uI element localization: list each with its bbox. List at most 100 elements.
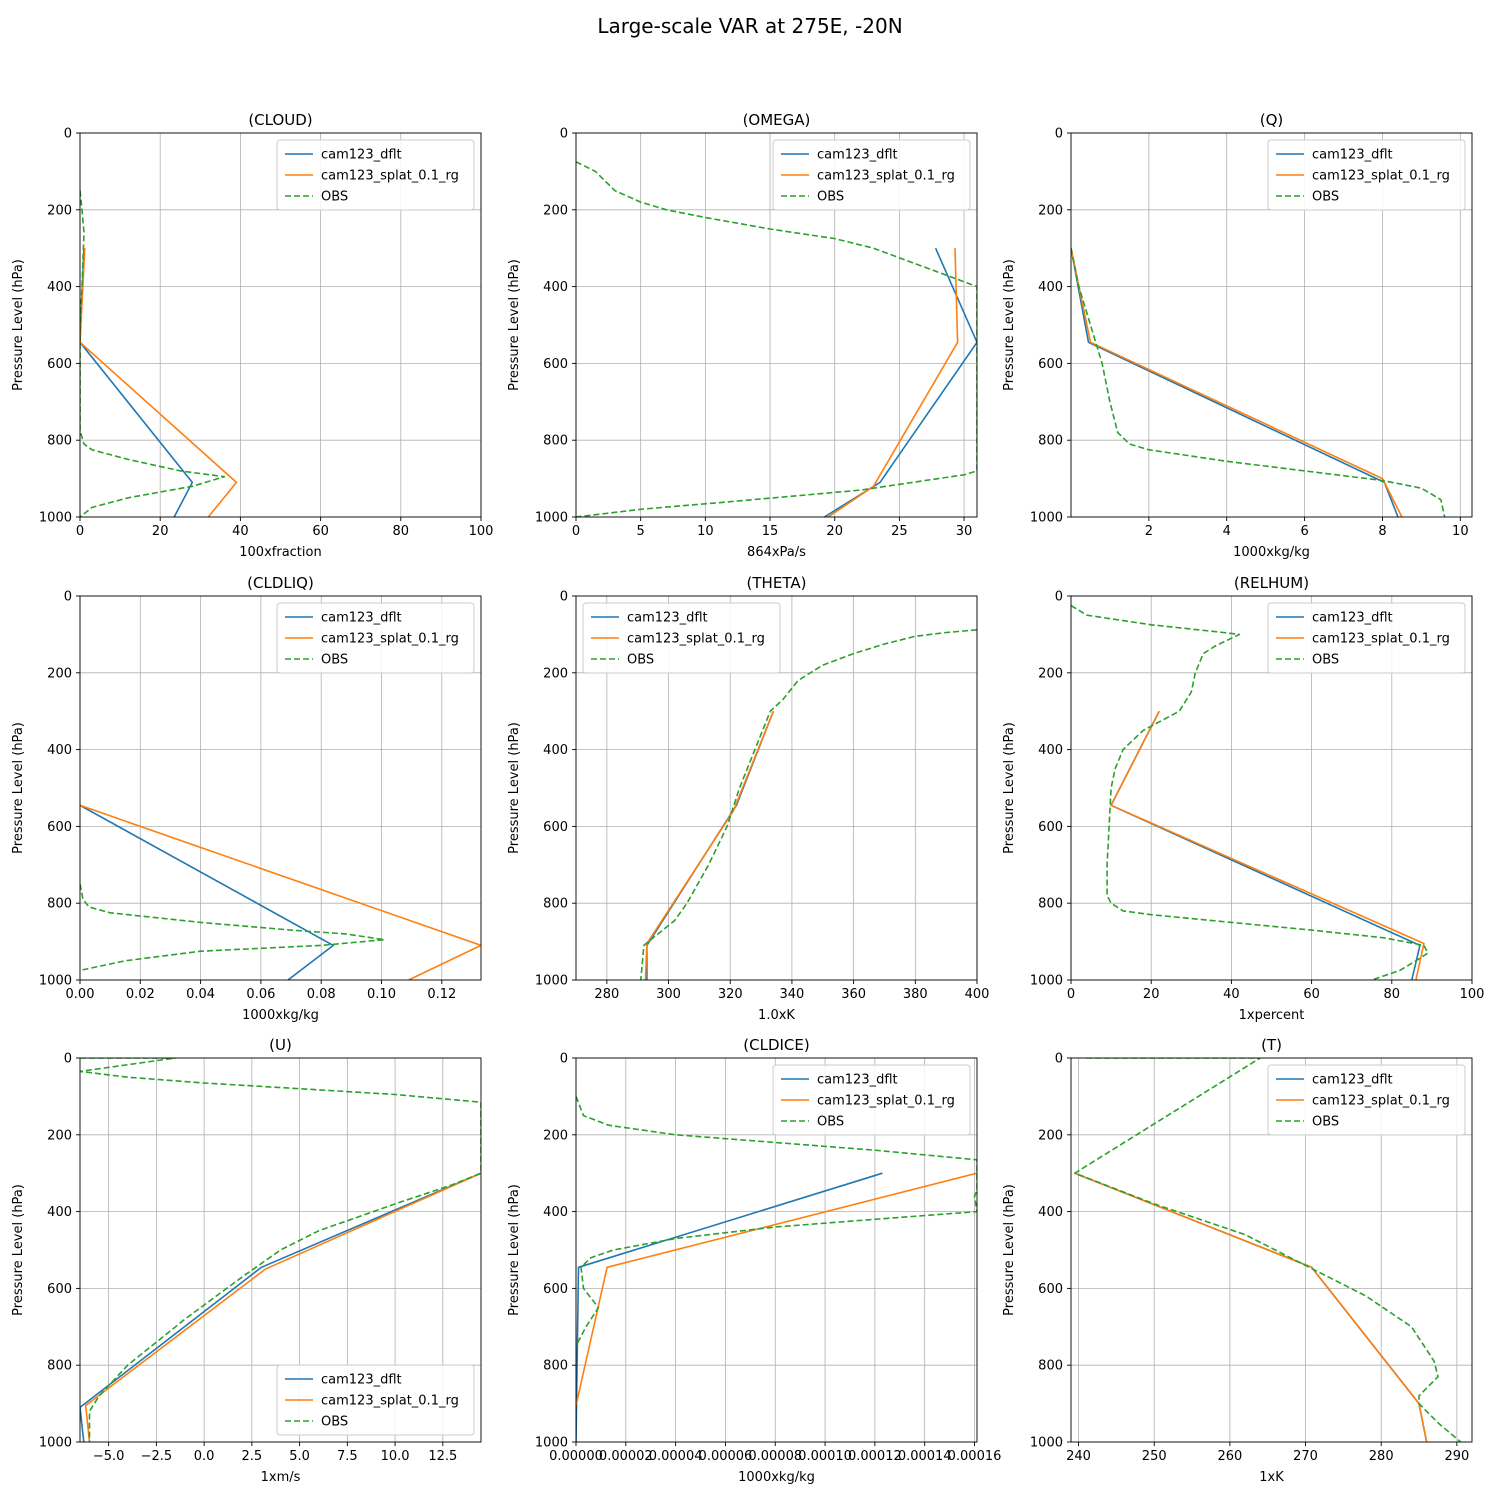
x-tick-label: 0.00000 <box>549 1449 603 1464</box>
panel-cldice: 0.000000.000020.000040.000060.000080.000… <box>507 1036 1001 1485</box>
x-axis-label: 864xPa/s <box>747 545 806 560</box>
x-tick-label: 400 <box>965 987 990 1002</box>
y-axis-label: Pressure Level (hPa) <box>1002 1184 1017 1316</box>
legend-box <box>582 602 781 674</box>
series-line-cam123-splat-0-1-rg <box>644 710 775 980</box>
x-tick-label: 5.0 <box>289 1449 310 1464</box>
y-tick-label: 400 <box>1038 1205 1063 1220</box>
legend: cam123_dflt cam123_splat_0.1_rg OBS <box>772 1064 971 1136</box>
y-axis-label: Pressure Level (hPa) <box>1002 259 1017 391</box>
x-tick-label: 0.00012 <box>848 1449 902 1464</box>
x-tick-label: 15 <box>762 524 779 539</box>
series-line-cam123-splat-0-1-rg <box>576 1172 977 1406</box>
legend-label: cam123_splat_0.1_rg <box>627 632 765 647</box>
series-line-obs <box>1071 604 1429 980</box>
x-axis-label: 1xK <box>1259 1470 1284 1485</box>
y-axis-label: Pressure Level (hPa) <box>11 1184 26 1316</box>
y-axis-label: Pressure Level (hPa) <box>507 259 522 391</box>
x-tick-label: 20 <box>152 524 169 539</box>
series-line-cam123-dflt <box>80 1172 481 1442</box>
x-axis-label: 1000xkg/kg <box>738 1470 815 1485</box>
x-tick-label: 0.04 <box>186 987 215 1002</box>
x-tick-label: 0.12 <box>427 987 456 1002</box>
legend-label: cam123_dflt <box>1312 1073 1393 1088</box>
y-tick-label: 800 <box>47 434 72 449</box>
x-tick-label: 360 <box>841 987 866 1002</box>
y-tick-label: 0 <box>560 1052 568 1067</box>
panel-title: (CLOUD) <box>248 111 312 129</box>
x-tick-label: 60 <box>312 524 329 539</box>
x-tick-label: 0.0 <box>194 1449 215 1464</box>
x-axis-label: 100xfraction <box>239 545 321 560</box>
y-tick-label: 0 <box>64 1052 72 1067</box>
x-tick-label: 20 <box>1143 987 1160 1002</box>
legend-label: OBS <box>627 653 654 668</box>
series-line-obs <box>80 190 226 517</box>
x-tick-label: 280 <box>594 987 619 1002</box>
x-tick-label: 340 <box>780 987 805 1002</box>
y-tick-label: 1000 <box>39 1436 72 1451</box>
series-line-cam123-dflt <box>1110 710 1421 980</box>
y-tick-label: 600 <box>47 820 72 835</box>
x-axis-label: 1xpercent <box>1239 1008 1305 1023</box>
x-tick-label: 30 <box>956 524 973 539</box>
y-tick-label: 200 <box>47 203 72 218</box>
y-tick-label: 0 <box>64 127 72 142</box>
legend-label: OBS <box>321 653 348 668</box>
axes-frame <box>575 132 978 518</box>
legend-label: cam123_splat_0.1_rg <box>321 169 459 184</box>
axes-frame <box>1070 595 1473 981</box>
series-line-cam123-dflt <box>576 1172 883 1442</box>
x-tick-label: 60 <box>1303 987 1320 1002</box>
x-tick-label: 25 <box>891 524 908 539</box>
y-tick-label: 1000 <box>1030 511 1063 526</box>
y-tick-label: 600 <box>1038 820 1063 835</box>
legend-label: cam123_dflt <box>1312 148 1393 163</box>
y-tick-label: 200 <box>1038 666 1063 681</box>
x-tick-label: 10 <box>1452 524 1469 539</box>
series-line-cam123-splat-0-1-rg <box>827 248 959 517</box>
y-tick-label: 200 <box>47 666 72 681</box>
y-tick-label: 800 <box>543 897 568 912</box>
legend-label: cam123_dflt <box>1312 611 1393 626</box>
series-line-obs <box>576 1096 977 1347</box>
legend-label: OBS <box>817 190 844 205</box>
y-tick-label: 400 <box>543 1205 568 1220</box>
y-tick-label: 400 <box>543 280 568 295</box>
legend: cam123_dflt cam123_splat_0.1_rg OBS <box>276 139 475 211</box>
x-tick-label: 40 <box>1223 987 1240 1002</box>
y-tick-label: 800 <box>1038 1359 1063 1374</box>
axes-frame <box>79 1057 482 1443</box>
y-tick-label: 1000 <box>1030 974 1063 989</box>
y-tick-label: 200 <box>543 203 568 218</box>
legend: cam123_dflt cam123_splat_0.1_rg OBS <box>1267 602 1466 674</box>
legend-box <box>276 139 475 211</box>
y-tick-label: 800 <box>47 1359 72 1374</box>
x-tick-label: 40 <box>232 524 249 539</box>
x-tick-label: 4 <box>1223 524 1231 539</box>
y-tick-label: 0 <box>560 590 568 605</box>
y-tick-label: 1000 <box>39 511 72 526</box>
x-tick-label: 250 <box>1142 1449 1167 1464</box>
series-line-cam123-splat-0-1-rg <box>1074 1172 1428 1442</box>
legend-box <box>772 1064 971 1136</box>
legend: cam123_dflt cam123_splat_0.1_rg OBS <box>582 602 781 674</box>
series-line-obs <box>80 1058 481 1442</box>
legend-label: cam123_splat_0.1_rg <box>1312 632 1450 647</box>
axes-frame <box>79 595 482 981</box>
figure-title: Large-scale VAR at 275E, -20N <box>597 14 903 38</box>
panel-title: (RELHUM) <box>1234 574 1309 592</box>
x-tick-label: 0.00006 <box>699 1449 753 1464</box>
x-tick-label: 20 <box>826 524 843 539</box>
legend-label: cam123_dflt <box>627 611 708 626</box>
series-line-obs <box>1074 1058 1462 1442</box>
y-tick-label: 0 <box>1055 1052 1063 1067</box>
x-tick-label: −2.5 <box>141 1449 173 1464</box>
y-tick-label: 400 <box>47 1205 72 1220</box>
y-axis-label: Pressure Level (hPa) <box>507 722 522 854</box>
panel-title: (CLDLIQ) <box>247 574 314 592</box>
panel-cldliq: 0.00 0.02 0.04 0.06 0.08 0.10 0.12 0 200 400 600 80… <box>11 574 482 1023</box>
legend-label: OBS <box>1312 190 1339 205</box>
legend-label: cam123_splat_0.1_rg <box>817 1094 955 1109</box>
